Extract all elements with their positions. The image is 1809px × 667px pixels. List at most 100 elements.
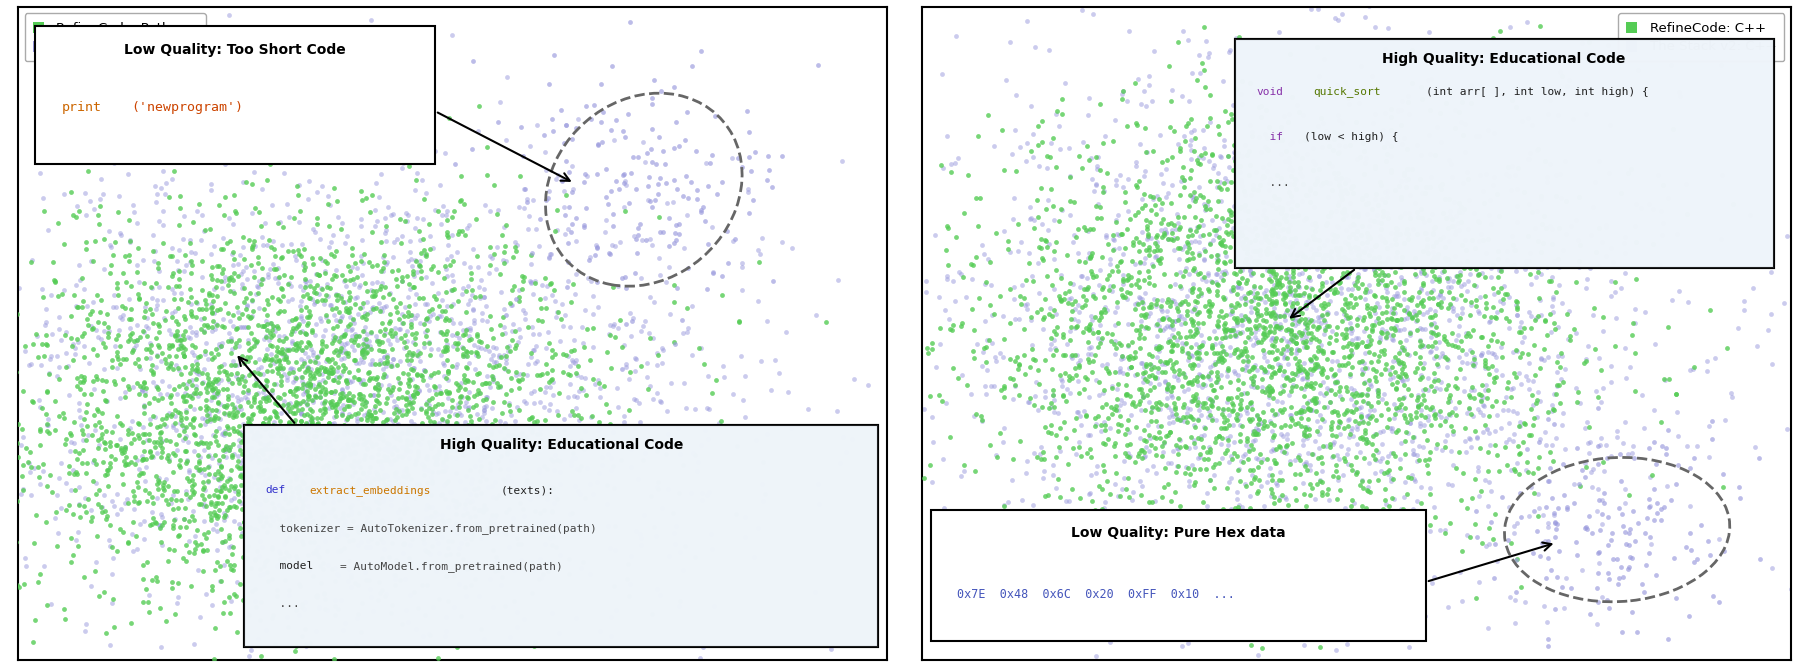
Point: [342, 439, 371, 450]
Point: [1176, 331, 1205, 342]
Point: [431, 360, 459, 370]
Point: [293, 380, 322, 391]
Point: [1127, 315, 1156, 326]
Point: [1438, 302, 1467, 313]
Point: [1416, 326, 1445, 337]
Point: [423, 467, 452, 478]
Point: [1539, 419, 1568, 430]
Point: [438, 285, 467, 295]
Point: [1078, 291, 1107, 301]
Point: [239, 271, 268, 282]
Point: [181, 327, 210, 338]
Point: [1407, 323, 1436, 334]
Point: [1355, 347, 1384, 358]
Point: [666, 596, 695, 607]
Point: [1277, 413, 1306, 424]
Point: [1085, 99, 1114, 109]
Point: [823, 406, 852, 416]
Point: [1661, 389, 1690, 400]
Point: [291, 597, 320, 608]
Point: [203, 490, 232, 501]
Point: [0, 311, 4, 322]
Point: [610, 440, 639, 450]
Point: [1259, 260, 1288, 271]
Point: [1275, 242, 1304, 253]
Point: [1263, 480, 1292, 490]
Point: [396, 236, 425, 247]
Point: [89, 364, 118, 374]
Point: [1263, 409, 1292, 420]
Point: [396, 355, 425, 366]
Point: [255, 263, 284, 274]
Point: [1545, 168, 1574, 179]
Point: [1172, 120, 1201, 131]
Point: [1416, 172, 1445, 183]
Point: [1044, 474, 1073, 484]
Point: [642, 446, 671, 456]
Point: [1217, 473, 1246, 484]
Point: [145, 281, 174, 292]
Point: [367, 169, 396, 180]
Point: [201, 436, 230, 447]
Point: [1505, 421, 1534, 432]
Point: [362, 374, 391, 384]
Point: [463, 433, 492, 444]
Point: [1290, 213, 1319, 224]
Point: [1342, 512, 1371, 522]
Point: [286, 327, 315, 338]
Point: [134, 435, 163, 446]
Point: [1388, 523, 1416, 534]
Point: [402, 381, 431, 392]
Point: [1585, 547, 1614, 558]
Point: [487, 328, 516, 339]
Point: [145, 523, 174, 534]
Point: [472, 169, 501, 180]
Point: [946, 321, 975, 331]
Point: [242, 525, 271, 536]
Point: [1145, 432, 1174, 443]
Point: [423, 367, 452, 378]
Point: [221, 205, 250, 216]
Point: [1322, 376, 1351, 387]
Point: [248, 520, 277, 531]
Point: [1281, 147, 1310, 158]
Point: [1196, 374, 1225, 384]
Point: [1317, 384, 1346, 395]
Point: [1254, 265, 1283, 276]
Point: [1266, 429, 1295, 440]
Point: [1787, 321, 1809, 331]
Point: [1293, 342, 1322, 353]
Point: [403, 267, 432, 277]
Point: [224, 259, 253, 269]
Point: [695, 404, 724, 414]
Point: [1035, 303, 1064, 313]
Point: [447, 426, 476, 436]
Point: [154, 343, 183, 354]
Point: [362, 538, 391, 549]
Point: [351, 480, 380, 490]
Point: [1143, 254, 1172, 265]
Point: [1398, 556, 1427, 567]
Point: [336, 460, 365, 470]
Point: [1183, 309, 1212, 319]
Point: [201, 431, 230, 442]
Point: [478, 342, 507, 353]
Point: [275, 417, 304, 428]
Point: [389, 466, 418, 476]
Point: [1216, 342, 1245, 352]
Point: [1152, 386, 1181, 396]
Point: [192, 501, 221, 512]
Point: [1169, 399, 1198, 410]
Point: [1442, 293, 1471, 304]
Point: [365, 444, 394, 455]
Point: [1299, 143, 1328, 153]
Point: [279, 246, 308, 257]
Point: [123, 454, 152, 465]
Point: [1221, 33, 1250, 43]
Point: [1364, 317, 1393, 328]
Point: [168, 311, 197, 321]
Point: [1113, 352, 1141, 362]
Point: [1308, 458, 1337, 468]
Point: [400, 392, 429, 402]
Point: [1348, 193, 1377, 204]
